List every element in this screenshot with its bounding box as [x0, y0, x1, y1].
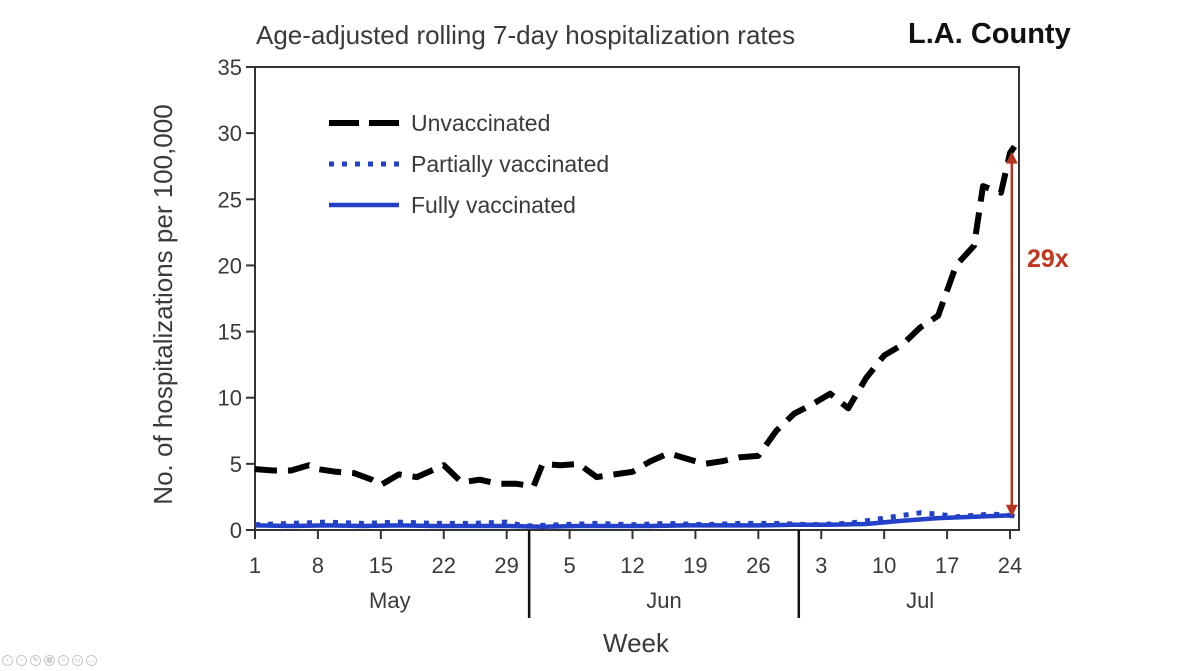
next-icon[interactable]: ›: [16, 655, 27, 666]
ratio-arrow-head-top: [1005, 151, 1018, 164]
previous-icon[interactable]: ‹: [2, 655, 13, 666]
legend-label: Fully vaccinated: [411, 192, 576, 218]
x-tick-label: 24: [998, 553, 1022, 578]
x-tick-label: 10: [872, 553, 896, 578]
x-tick-label: 26: [746, 553, 770, 578]
x-axis-title: Week: [603, 628, 670, 658]
region-label: L.A. County: [908, 18, 1071, 50]
x-tick-label: 19: [683, 553, 707, 578]
month-label: May: [369, 588, 411, 613]
y-tick-label: 25: [218, 187, 242, 212]
x-tick-label: 5: [563, 553, 575, 578]
chart-title: Age-adjusted rolling 7-day hospitalizati…: [256, 20, 796, 50]
x-tick-label: 22: [432, 553, 456, 578]
y-tick-label: 0: [230, 518, 242, 543]
legend-label: Partially vaccinated: [411, 151, 609, 177]
y-tick-label: 5: [230, 452, 242, 477]
month-label: Jun: [646, 588, 681, 613]
x-tick-label: 29: [494, 553, 518, 578]
zoom-icon[interactable]: ⌕: [58, 655, 69, 666]
slideshow-controls: ‹ › ✎ ▦ ⌕ ▭…: [2, 655, 97, 669]
ratio-annotation-label: 29x: [1027, 245, 1069, 273]
more-icon[interactable]: …: [86, 655, 97, 666]
y-tick-label: 20: [218, 253, 242, 278]
x-tick-label: 17: [935, 553, 959, 578]
y-tick-label: 15: [218, 320, 242, 345]
y-tick-label: 35: [218, 55, 242, 80]
slides-icon[interactable]: ▦: [44, 655, 55, 666]
y-tick-label: 30: [218, 121, 242, 146]
subtitles-icon[interactable]: ▭: [72, 655, 83, 666]
x-tick-label: 8: [312, 553, 324, 578]
legend-label: Unvaccinated: [411, 110, 550, 136]
pen-icon[interactable]: ✎: [30, 655, 41, 666]
series-line-fully-vaccinated: [254, 513, 1015, 529]
month-label: Jul: [906, 588, 934, 613]
x-tick-label: 12: [620, 553, 644, 578]
ratio-arrow-head-bottom: [1005, 504, 1018, 517]
series-line-partially-vaccinated: [254, 510, 1016, 529]
plot-frame: [254, 66, 1020, 531]
series-line-unvaccinated: [254, 144, 1017, 490]
y-tick-label: 10: [218, 386, 242, 411]
x-tick-label: 3: [815, 553, 827, 578]
y-axis-title: No. of hospitalizations per 100,000: [148, 104, 178, 504]
x-tick-label: 15: [369, 553, 393, 578]
x-tick-label: 1: [249, 553, 261, 578]
